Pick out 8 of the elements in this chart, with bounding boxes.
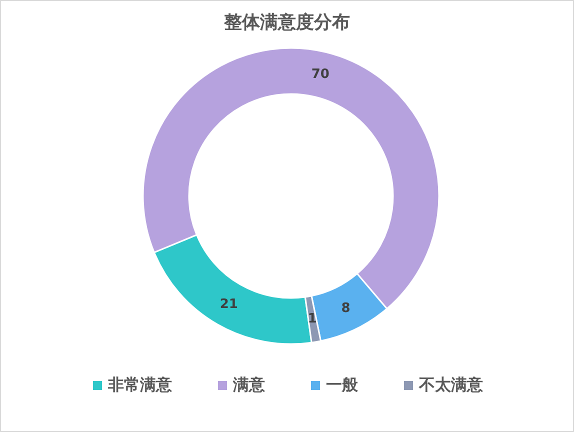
- legend-label: 不太满意: [419, 375, 483, 395]
- chart-title: 整体满意度分布: [223, 11, 351, 35]
- legend-label: 非常满意: [108, 375, 172, 395]
- data-label: 8: [341, 300, 350, 316]
- legend-label: 一般: [326, 375, 358, 395]
- legend-label: 满意: [233, 375, 265, 395]
- data-label: 21: [220, 296, 238, 312]
- data-label: 70: [311, 67, 330, 82]
